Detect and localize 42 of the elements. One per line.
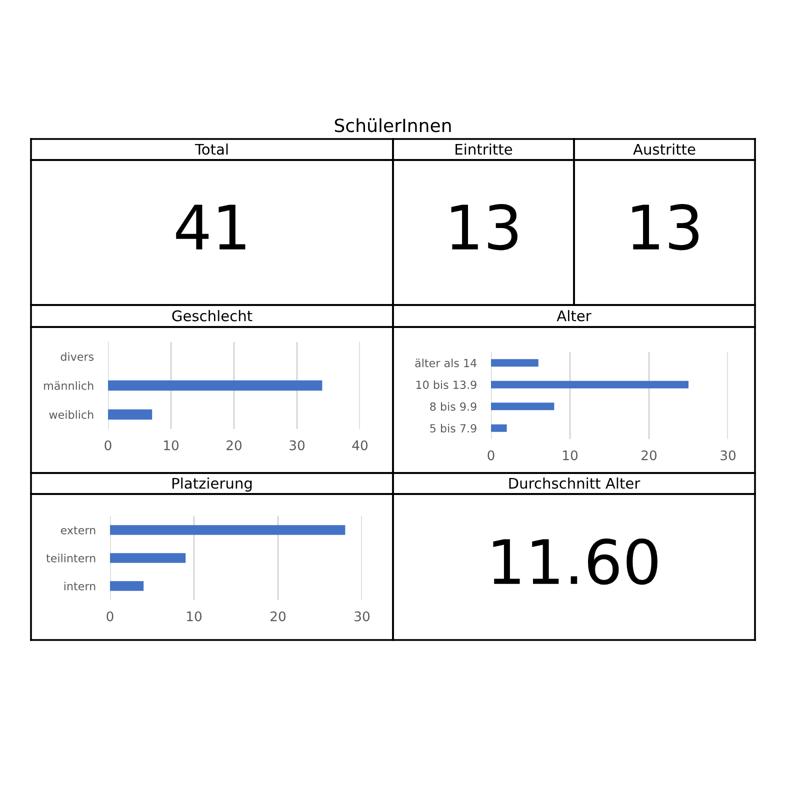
text: 41 [176, 204, 246, 250]
x-tick-label: 0 [106, 611, 114, 622]
y-tick-label: divers [60, 352, 94, 361]
text: Total [194, 143, 228, 155]
bar [491, 402, 554, 410]
bar [110, 525, 346, 535]
y-tick-label: 8 bis 9.9 [430, 402, 476, 411]
x-tick-label: 10 [187, 611, 202, 622]
x-tick-label: 0 [104, 440, 112, 450]
y-tick-label: extern [60, 526, 96, 534]
text: SchülerInnen [334, 118, 451, 132]
x-tick-label: 30 [354, 611, 370, 622]
x-tick-label: 40 [352, 440, 368, 450]
x-tick-label: 20 [642, 450, 657, 460]
y-tick-label: 5 bis 7.9 [430, 424, 476, 433]
text: 13 [451, 204, 518, 250]
x-tick-label: 10 [164, 440, 179, 450]
y-tick-label: älter als 14 [415, 358, 476, 368]
y-tick-label: weiblich [49, 410, 94, 419]
bar [110, 581, 144, 591]
x-tick-label: 10 [563, 450, 578, 460]
y-tick-label: 10 bis 13.9 [416, 380, 476, 390]
text: Austritte [633, 143, 696, 155]
chart-title: Alter [556, 310, 592, 322]
x-tick-label: 20 [270, 611, 286, 622]
x-tick-label: 30 [720, 450, 736, 460]
chart-title: Platzierung [172, 477, 252, 492]
bar [491, 380, 688, 388]
bar [110, 553, 186, 563]
text: Durchschnitt Alter [509, 477, 640, 489]
x-tick-label: 30 [290, 440, 305, 450]
y-tick-label: teilintern [46, 554, 96, 562]
x-tick-label: 0 [488, 450, 494, 460]
x-tick-label: 20 [226, 440, 242, 450]
y-tick-label: intern [64, 582, 96, 590]
text: Eintritte [456, 143, 512, 155]
y-tick-label: männlich [44, 381, 94, 390]
text: 13 [632, 204, 698, 250]
bar [491, 359, 538, 367]
text: 11.60 [493, 538, 658, 585]
chart-title: Geschlecht [172, 310, 252, 322]
bar [491, 424, 507, 432]
